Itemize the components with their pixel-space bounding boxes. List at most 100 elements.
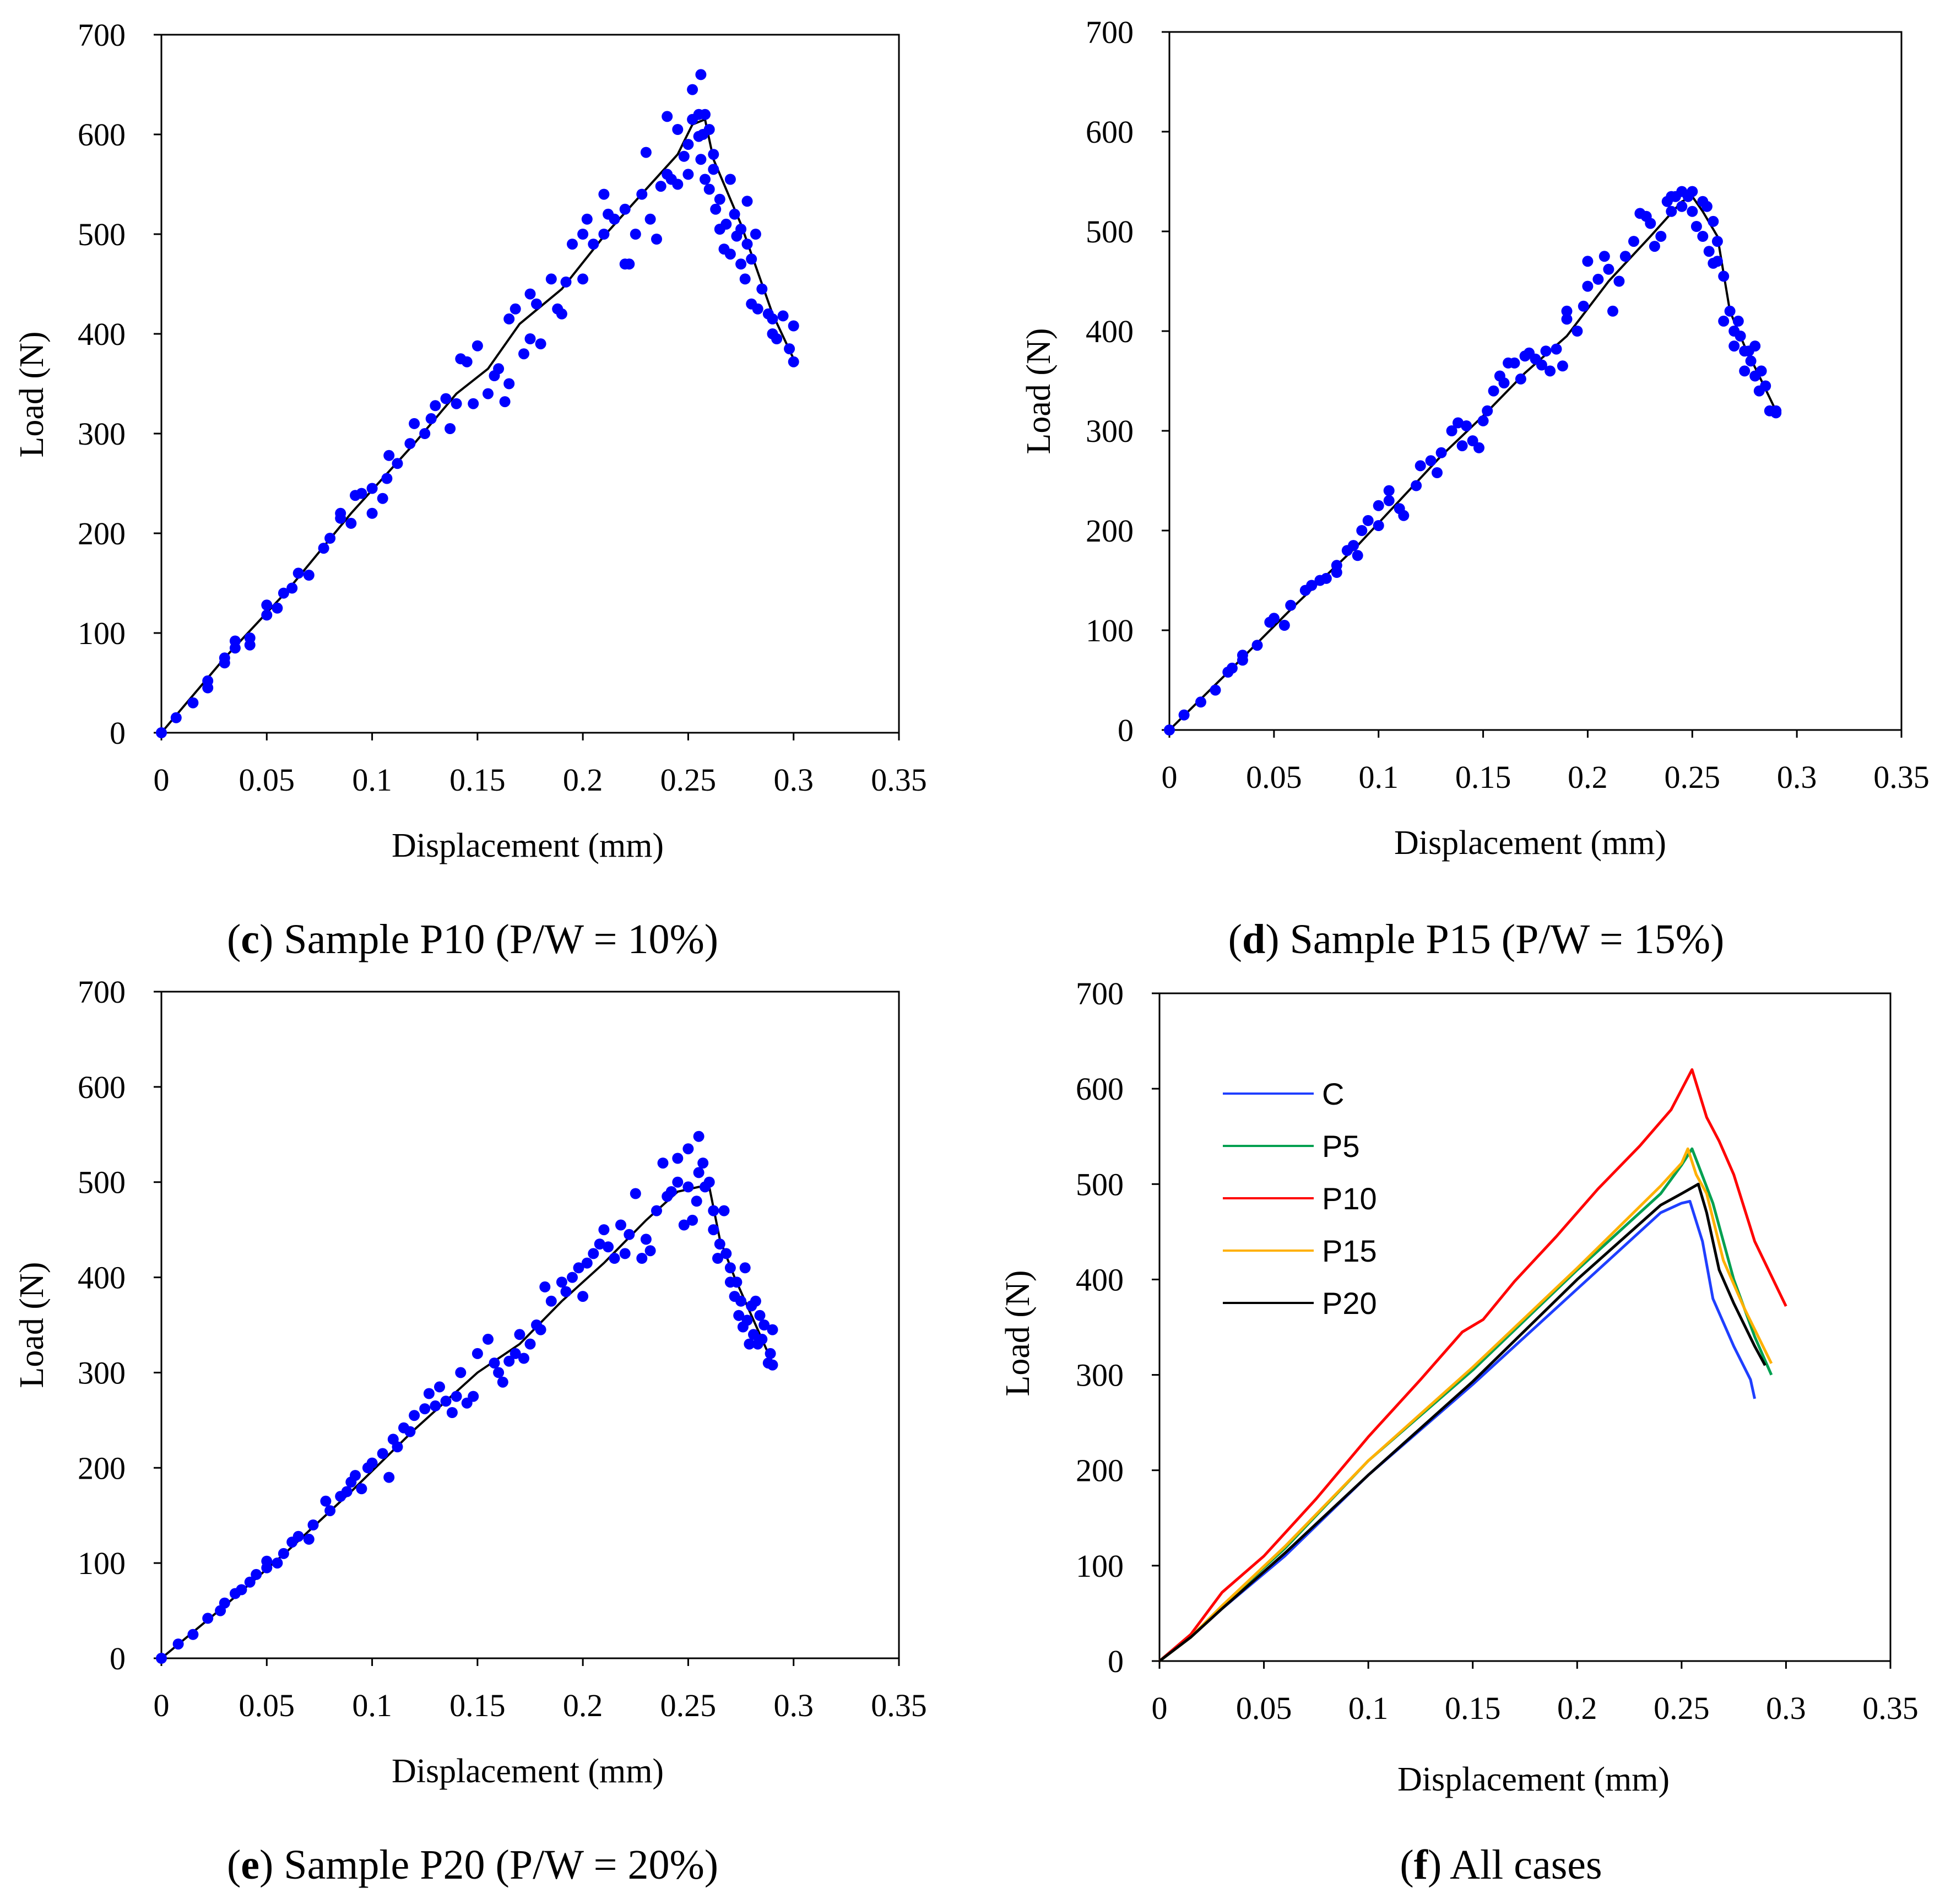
panel-e-data-point: [272, 1557, 283, 1569]
panel-c-points: [156, 69, 799, 738]
panel-e-data-point: [630, 1188, 641, 1199]
panel-c-data-point: [377, 493, 388, 504]
panel-e-xtick-label: 0.05: [239, 1687, 295, 1723]
panel-d-data-point: [1352, 550, 1363, 561]
panel-c-axes: 0 0.05 0.1 0.15 0.2 0.25 0.3 0.35 0 100 200 300 400 5…: [78, 17, 927, 798]
panel-c-caption: (c) Sample P10 (P/W = 10%): [227, 916, 718, 962]
panel-d-data-point: [1551, 343, 1562, 355]
panel-f-xtick-label: 0.3: [1766, 1690, 1806, 1726]
panel-e-data-point: [455, 1367, 467, 1378]
panel-c-data-point: [577, 273, 589, 285]
panel-e-xtick-label: 0.3: [773, 1687, 814, 1723]
panel-d-data-point: [1237, 650, 1248, 661]
panel-e-data-point: [594, 1238, 605, 1250]
panel-e-data-point: [236, 1584, 247, 1595]
panel-d-data-point: [1446, 425, 1457, 436]
panel-e-data-point: [383, 1472, 395, 1483]
panel-e-data-point: [567, 1272, 578, 1283]
panel-e-fit-line: [160, 1186, 774, 1659]
panel-e-data-point: [278, 1548, 289, 1559]
panel-c-data-point: [609, 213, 620, 225]
panel-c-data-point: [503, 313, 515, 324]
panel-e-ylabel: Load (N): [13, 1262, 51, 1388]
panel-e-data-point: [303, 1533, 315, 1545]
panel-c-data-point: [524, 333, 536, 344]
panel-d-plot-frame: [1168, 31, 1903, 731]
panel-e-data-point: [744, 1338, 755, 1350]
panel-d-xtick-label: 0: [1162, 759, 1178, 795]
panel-c-data-point: [518, 348, 529, 360]
panel-e-data-point: [640, 1234, 652, 1245]
panel-d-data-point: [1540, 345, 1552, 357]
panel-e-data-point: [756, 1333, 768, 1345]
panel-d-data-point: [1666, 205, 1677, 217]
panel-e-data-point: [720, 1248, 732, 1259]
panel-d-data-point: [1755, 365, 1767, 377]
panel-e-data-point: [419, 1403, 431, 1415]
panel-e-data-point: [503, 1355, 515, 1367]
panel-d-ylabel: Load (N): [1020, 328, 1058, 455]
panel-e-data-point: [350, 1470, 361, 1481]
panel-e-xtick-label: 0.2: [563, 1687, 603, 1723]
panel-c-data-point: [678, 150, 690, 162]
panel-e-data-point: [619, 1248, 631, 1259]
panel-c-data-point: [735, 224, 747, 235]
panel-d-data-point: [1411, 480, 1422, 491]
panel-c-data-point: [724, 174, 736, 185]
panel-d-data-point: [1718, 271, 1730, 282]
panel-c-data-point: [746, 253, 757, 265]
panel-e-data-point: [767, 1324, 778, 1335]
panel-e-data-point: [392, 1441, 403, 1453]
panel-d-data-point: [1687, 186, 1698, 197]
panel-e-data-point: [682, 1143, 694, 1155]
panel-d-data-point: [1592, 273, 1604, 285]
panel-f-ytick-label: 700: [1076, 976, 1124, 1012]
panel-e-data-point: [708, 1224, 719, 1236]
panel-c-data-point: [750, 229, 761, 240]
panel-e-caption-text: Sample P20 (P/W = 20%): [284, 1842, 718, 1888]
panel-f-xtick-label: 0.1: [1348, 1690, 1389, 1726]
series-line-p10: [1158, 1068, 1787, 1662]
panel-d-data-point: [1711, 256, 1723, 267]
panel-e-data-point: [341, 1486, 353, 1497]
panel-c-plot-frame: [160, 34, 900, 734]
panel-e-data-point: [430, 1400, 441, 1411]
panel-c-data-point: [335, 507, 346, 519]
panel-e-xtick-label: 0.1: [352, 1687, 392, 1723]
panel-c-data-point: [219, 652, 230, 664]
panel-d-data-point: [1728, 340, 1740, 352]
panel-c-data-point: [708, 164, 719, 175]
panel-f-xtick-label: 0.25: [1654, 1690, 1710, 1726]
panel-e-data-point: [451, 1391, 462, 1402]
panel-e-data-point: [739, 1262, 751, 1274]
panel-e-ytick-label: 300: [78, 1355, 126, 1391]
panel-c-data-point: [640, 147, 652, 158]
panel-d-data-point: [1703, 246, 1715, 257]
panel-d-xtick-label: 0.25: [1665, 759, 1721, 795]
panel-c-ytick-label: 100: [78, 615, 126, 651]
panel-c-data-point: [729, 208, 740, 220]
panel-e-data-point: [560, 1286, 572, 1297]
panel-e-data-point: [172, 1638, 184, 1650]
panel-c-data-point: [556, 308, 567, 320]
panel-c-ylabel: Load (N): [13, 332, 51, 458]
panel-c-xtick-label: 0.25: [660, 762, 717, 798]
panel-f-ytick-label: 500: [1076, 1166, 1124, 1202]
panel-c-data-point: [244, 639, 256, 651]
series-line-p20: [1158, 1182, 1766, 1662]
panel-e-data-point: [703, 1176, 715, 1188]
panel-c-data-point: [430, 400, 441, 412]
panel-e-data-point: [733, 1310, 745, 1321]
panel-c-data-point: [724, 248, 736, 260]
panel-e-caption: (e) Sample P20 (P/W = 20%): [227, 1842, 718, 1888]
panel-e-points: [156, 1130, 778, 1664]
panel-e-data-point: [307, 1519, 319, 1530]
panel-f-axes: 0 0.05 0.1 0.15 0.2 0.25 0.3 0.35 0 100 200 300 400 5…: [1076, 976, 1919, 1726]
panel-d-data-point: [1732, 315, 1744, 327]
panel-c-data-point: [598, 188, 610, 200]
panel-c-data-point: [472, 340, 483, 351]
panel-f-xlabel: Displacement (mm): [1397, 1761, 1670, 1798]
panel-c-data-point: [619, 203, 631, 215]
panel-d-data-point: [1711, 236, 1723, 247]
panel-c-caption-letter: c: [241, 916, 259, 962]
